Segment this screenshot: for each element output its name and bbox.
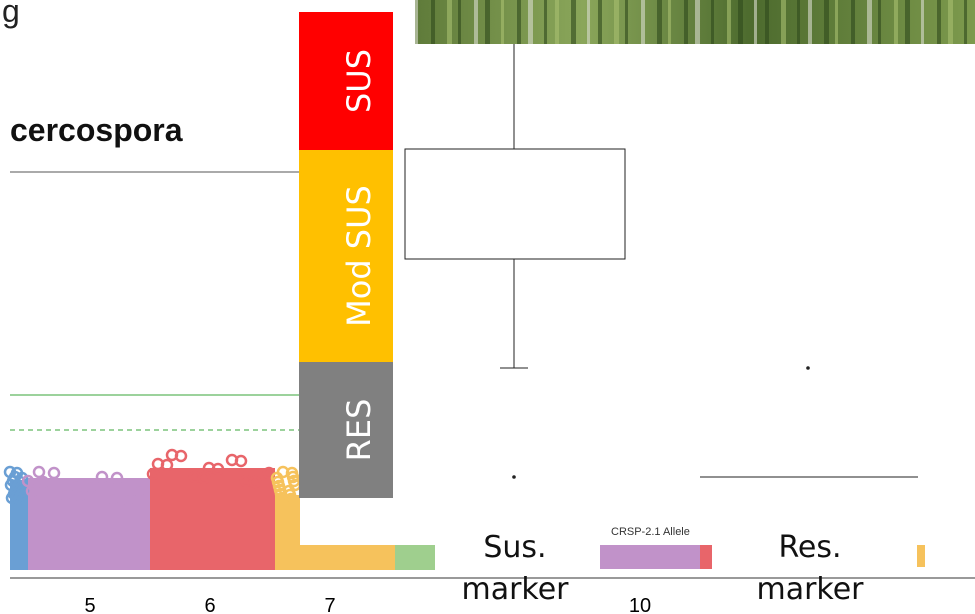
photo-stripe (517, 0, 521, 44)
scale-label: RES (340, 399, 378, 462)
points (150, 468, 275, 570)
slide: g cercospora 5 6 7 10 CRSP-2.1 Allele (0, 0, 975, 614)
photo-stripe (431, 0, 435, 44)
boxplot-panel (393, 44, 975, 498)
outlier (512, 475, 516, 479)
corner-text: g (2, 0, 20, 29)
photo-stripe (738, 0, 743, 44)
chromosome-label: 10 (629, 595, 651, 614)
photo-stripe (668, 0, 671, 44)
chromosome-label: 6 (204, 595, 215, 614)
photo-stripe (598, 0, 602, 44)
photo-stripe (415, 0, 418, 44)
photo-stripe (447, 0, 452, 44)
photo-stripe (501, 0, 504, 44)
photo-stripe (808, 0, 812, 44)
photo-stripe (695, 0, 700, 44)
photo-stripe (614, 0, 619, 44)
photo-stripe (555, 0, 559, 44)
photo-stripe (781, 0, 786, 44)
points (395, 545, 435, 570)
photo-stripe (711, 0, 714, 44)
slide-canvas: g cercospora 5 6 7 10 CRSP-2.1 Allele (0, 0, 975, 614)
group-label-line: Res. (778, 530, 841, 565)
photo-stripe (625, 0, 628, 44)
photo-stripe (641, 0, 645, 44)
group-label-line: Sus. (483, 530, 546, 565)
outlier (806, 366, 810, 370)
photo-stripe (948, 0, 953, 44)
scale-label: Mod SUS (340, 185, 378, 327)
photo-stripe (528, 0, 533, 44)
photo-stripe (964, 0, 967, 44)
photo-stripe (867, 0, 872, 44)
inset-bar (917, 545, 925, 567)
photo-stripe (894, 0, 898, 44)
group-label-line: marker (461, 572, 569, 607)
photo-stripe (657, 0, 662, 44)
chromosome-label: 7 (324, 595, 335, 614)
photo-stripe (587, 0, 590, 44)
photo-stripe (458, 0, 461, 44)
inset-bar (700, 545, 712, 569)
plot-title: cercospora (10, 112, 183, 148)
photo-stripe (544, 0, 547, 44)
photo-stripe (797, 0, 800, 44)
photo-stripe (878, 0, 881, 44)
group-label-line: marker (756, 572, 864, 607)
photo-stripe (921, 0, 924, 44)
photo-stripe (571, 0, 576, 44)
photo-stripe (937, 0, 941, 44)
photo-stripe (835, 0, 838, 44)
chromosome-label: 5 (84, 595, 95, 614)
inset-label: CRSP-2.1 Allele (611, 526, 690, 538)
point-ring (49, 468, 59, 478)
point-ring (34, 467, 44, 477)
photo-stripe (684, 0, 688, 44)
photo-stripe (754, 0, 757, 44)
scale-label: SUS (340, 49, 378, 113)
photo-stripe (485, 0, 490, 44)
photo-stripe (851, 0, 855, 44)
inset-bar (600, 545, 700, 569)
photo-stripe (474, 0, 478, 44)
photo-stripe (905, 0, 910, 44)
photo-stripe (727, 0, 731, 44)
photo-stripe (824, 0, 829, 44)
photo-stripe (765, 0, 769, 44)
